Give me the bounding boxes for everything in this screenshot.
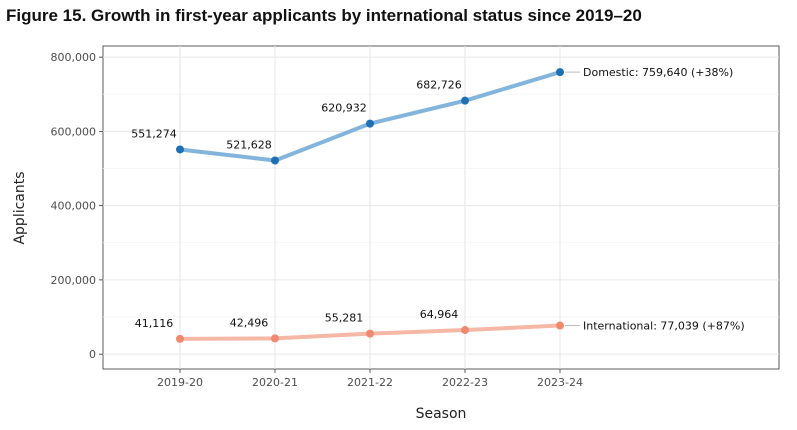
international-end-label: International: 77,039 (+87%) — [583, 320, 745, 333]
domestic-value-label: 521,628 — [226, 138, 272, 151]
y-tick-label: 0 — [89, 348, 96, 361]
x-axis-ticks: 2019-20 2020-21 2021-22 2022-23 2023-24 — [157, 369, 583, 389]
international-value-label: 55,281 — [325, 312, 364, 325]
figure-title: Figure 15. Growth in first-year applican… — [6, 6, 642, 25]
international-data-point — [461, 326, 469, 335]
domestic-data-point — [366, 119, 374, 128]
series-group: 551,274 521,628 620,932 682,726 Domestic: 75… — [131, 66, 745, 343]
x-tick-label: 2019-20 — [157, 376, 203, 389]
international-data-point — [366, 329, 374, 338]
domestic-value-label: 551,274 — [131, 127, 177, 140]
y-tick-label: 400,000 — [51, 200, 97, 213]
x-tick-label: 2022-23 — [442, 376, 488, 389]
y-tick-label: 600,000 — [51, 125, 97, 138]
grid — [103, 46, 779, 369]
domestic-end-label: Domestic: 759,640 (+38%) — [583, 66, 733, 79]
y-axis-ticks: 0 200,000 400,000 600,000 800,000 — [51, 51, 103, 361]
x-tick-label: 2021-22 — [347, 376, 393, 389]
domestic-data-point — [461, 96, 469, 105]
international-data-point — [556, 321, 564, 330]
international-value-label: 41,116 — [135, 317, 174, 330]
international-data-point — [176, 334, 184, 343]
y-tick-label: 200,000 — [51, 274, 97, 287]
x-axis-label: Season — [416, 406, 467, 422]
y-axis-label: Applicants — [12, 171, 28, 244]
y-tick-label: 800,000 — [51, 51, 97, 64]
international-value-label: 42,496 — [230, 316, 269, 329]
x-tick-label: 2020-21 — [252, 376, 298, 389]
plot-panel — [102, 45, 780, 370]
international-value-label: 64,964 — [420, 308, 459, 321]
domestic-data-point — [176, 145, 184, 154]
domestic-data-point — [271, 156, 279, 165]
domestic-value-label: 620,932 — [321, 102, 367, 115]
domestic-value-label: 682,726 — [416, 79, 462, 92]
x-tick-label: 2023-24 — [537, 376, 583, 389]
domestic-data-point — [556, 68, 564, 77]
international-data-point — [271, 334, 279, 343]
